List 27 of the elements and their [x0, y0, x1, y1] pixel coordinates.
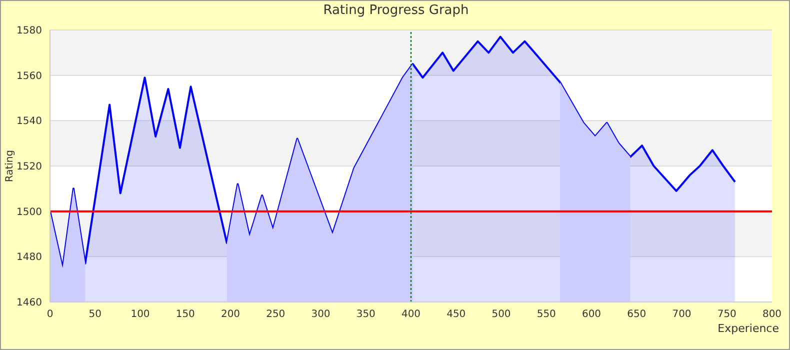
y-tick-label: 1460 [16, 298, 42, 309]
y-tick-label: 1580 [16, 26, 42, 37]
x-tick-label: 50 [88, 309, 102, 320]
y-tick-label: 1500 [16, 206, 42, 218]
x-tick-label: 0 [46, 309, 54, 320]
x-tick-label: 800 [762, 309, 782, 320]
x-axis-title: Experience [718, 322, 779, 335]
x-tick-label: 600 [582, 309, 602, 320]
x-tick-label: 400 [401, 309, 421, 320]
y-axis-title: Rating [4, 150, 16, 182]
x-tick-label: 650 [627, 309, 646, 320]
x-tick-label: 750 [717, 309, 736, 320]
x-tick-label: 150 [176, 309, 195, 320]
x-tick-label: 200 [220, 309, 240, 320]
x-tick-label: 500 [492, 309, 511, 320]
y-tick-label: 1540 [16, 116, 42, 128]
chart-title: Rating Progress Graph [322, 3, 470, 18]
x-tick-label: 450 [446, 309, 466, 320]
x-tick-label: 300 [311, 309, 330, 320]
x-tick-label: 250 [266, 309, 286, 320]
y-tick-label: 1520 [16, 162, 42, 173]
x-tick-label: 350 [356, 309, 376, 320]
x-tick-label: 100 [130, 309, 150, 320]
y-tick-label: 1480 [16, 252, 42, 264]
y-tick-label: 1560 [16, 70, 42, 82]
x-tick-label: 550 [536, 309, 556, 320]
x-tick-label: 700 [672, 309, 692, 320]
